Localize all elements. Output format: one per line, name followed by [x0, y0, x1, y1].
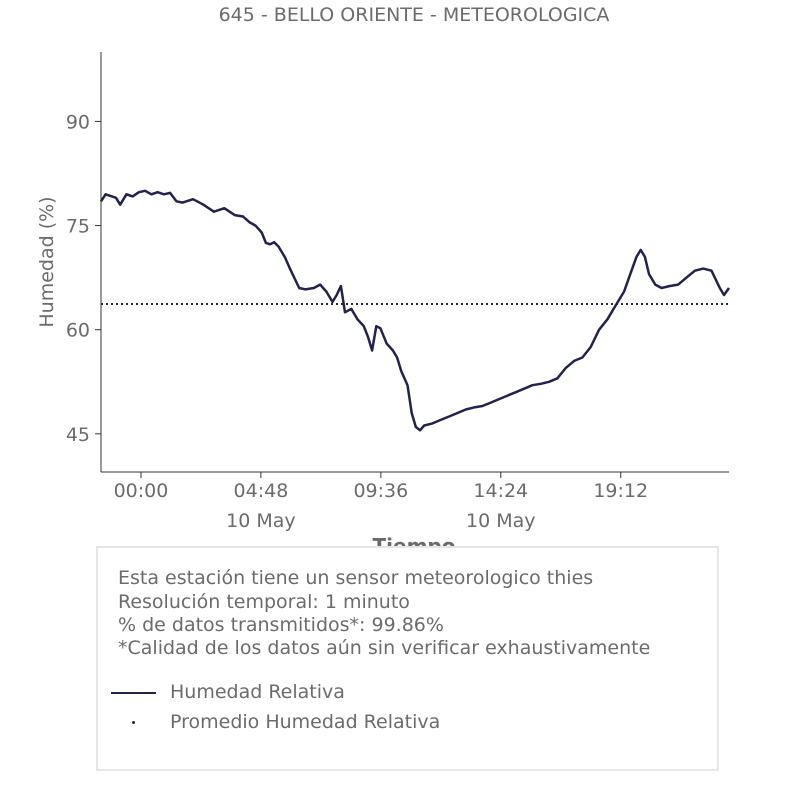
legend-label-humedad: Humedad Relativa: [170, 681, 345, 703]
info-quality-note: *Calidad de los datos aún sin verificar …: [118, 637, 651, 659]
info-legend-box: Esta estación tiene un sensor meteorolog…: [96, 546, 719, 771]
legend-solid-line-swatch: [111, 692, 156, 694]
info-resolution-text: Resolución temporal: 1 minuto: [118, 591, 410, 613]
x-tick-date-label: 10 May: [466, 510, 536, 532]
info-sensor-text: Esta estación tiene un sensor meteorolog…: [118, 567, 594, 589]
x-ticks: 00:00 04:48 10 May 09:36 14:24 10 May 19:12: [114, 472, 648, 532]
x-tick-label: 00:00: [114, 480, 169, 502]
y-tick-label: 45: [66, 424, 90, 446]
series-layer: [99, 189, 731, 432]
y-tick-label: 75: [66, 216, 90, 238]
legend-label-promedio: Promedio Humedad Relativa: [170, 711, 441, 733]
x-tick-label: 04:48: [234, 480, 289, 502]
chart-title: 645 - BELLO ORIENTE - METEOROLOGICA: [219, 4, 610, 26]
x-tick-date-label: 10 May: [226, 510, 296, 532]
x-tick-label: 14:24: [473, 480, 528, 502]
x-tick-label: 19:12: [593, 480, 648, 502]
y-axis-label: Humedad (%): [36, 196, 58, 327]
y-tick-label: 60: [66, 320, 90, 342]
y-tick-label: 90: [66, 111, 90, 133]
legend-dotted-swatch: [132, 721, 135, 724]
y-ticks: 45 60 75 90: [66, 111, 101, 446]
info-data-percent-text: % de datos transmitidos*: 99.86%: [118, 614, 444, 636]
x-tick-label: 09:36: [353, 480, 408, 502]
humidity-series-line: [99, 189, 731, 432]
